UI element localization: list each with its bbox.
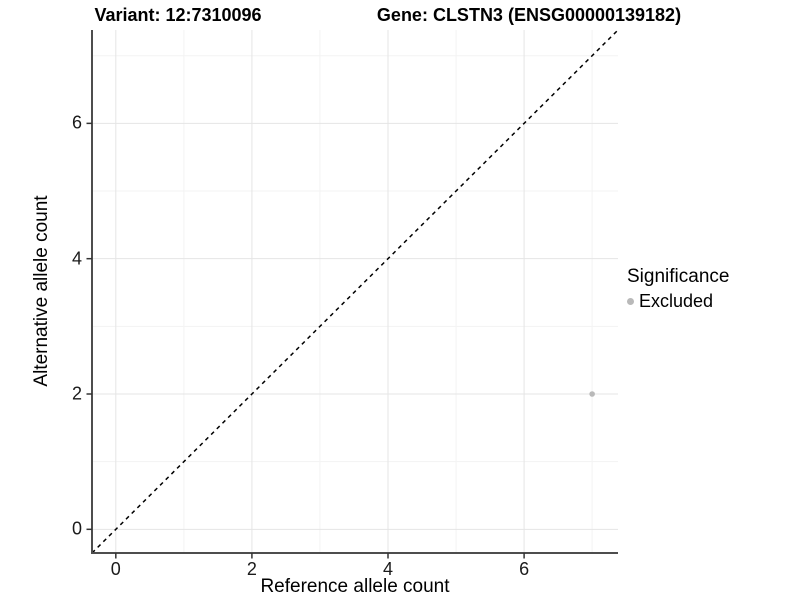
y-tick-label: 4 [71, 248, 82, 269]
y-axis-title: Alternative allele count [31, 195, 52, 387]
y-tick-label: 0 [71, 518, 82, 539]
y-tick-label: 6 [71, 112, 82, 133]
x-tick-label: 6 [519, 559, 530, 579]
x-tick-label: 4 [382, 559, 394, 579]
legend-point-swatch [627, 298, 634, 305]
reference-line [91, 29, 619, 554]
legend-title: Significance [627, 266, 730, 287]
y-tick-label: 2 [71, 383, 82, 404]
legend-entry-label: Excluded [639, 291, 714, 311]
data-point [589, 391, 595, 397]
legend: Significance Excluded [627, 266, 729, 312]
x-tick-label: 2 [246, 559, 257, 579]
gene-title: Gene: CLSTN3 (ENSG00000139182) [376, 5, 682, 25]
x-tick-label: 0 [110, 559, 121, 579]
variant-title: Variant: 12:7310096 [94, 5, 262, 25]
x-axis-title: Reference allele count [260, 576, 450, 597]
legend-entry-excluded: Excluded [627, 291, 729, 312]
